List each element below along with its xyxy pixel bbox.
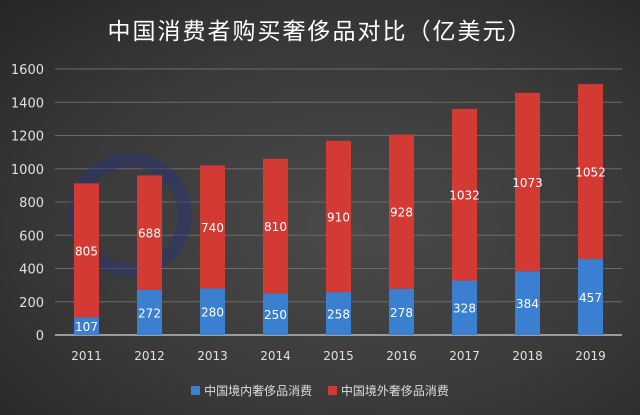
data-label: 1032 [449, 189, 480, 203]
x-tick-label: 2015 [323, 349, 354, 363]
legend-swatch-domestic [191, 386, 201, 395]
bar-overseas [389, 134, 414, 289]
data-label: 740 [201, 221, 224, 235]
legend-label-domestic: 中国境内奢侈品消费 [204, 384, 313, 398]
data-label: 810 [264, 220, 287, 234]
x-tick-label: 2012 [134, 349, 165, 363]
bar-overseas [326, 140, 351, 293]
y-tick-label: 1000 [11, 163, 44, 178]
data-label: 272 [138, 306, 161, 320]
y-tick-label: 400 [19, 263, 44, 278]
data-label: 250 [264, 308, 287, 322]
bar-domestic [578, 259, 603, 335]
bar-overseas [200, 165, 225, 289]
y-tick-label: 0 [36, 329, 44, 344]
y-tick-label: 1200 [11, 130, 44, 145]
data-label: 910 [327, 210, 350, 224]
x-tick-label: 2014 [260, 349, 291, 363]
x-tick-label: 2011 [71, 349, 102, 363]
bar-domestic [137, 289, 162, 335]
bar-overseas [137, 175, 162, 290]
x-tick-label: 2018 [512, 349, 543, 363]
bar-overseas [263, 158, 288, 294]
legend-swatch-overseas [327, 386, 337, 395]
bar-domestic [389, 288, 414, 335]
data-label: 805 [75, 244, 98, 258]
data-label: 328 [453, 302, 476, 316]
data-label: 457 [579, 291, 602, 305]
legend-item-overseas: 中国境外奢侈品消费 [327, 382, 449, 399]
legend: 中国境内奢侈品消费 中国境外奢侈品消费 [0, 382, 640, 399]
y-tick-label: 1400 [11, 96, 44, 111]
data-label: 688 [138, 227, 161, 241]
bar-domestic [515, 271, 540, 335]
x-tick-label: 2016 [386, 349, 417, 363]
data-label: 1073 [512, 176, 543, 190]
bar-overseas [74, 183, 99, 318]
y-tick-label: 600 [19, 229, 44, 244]
bar-overseas [578, 84, 603, 260]
data-label: 928 [390, 206, 413, 220]
data-label: 1052 [575, 166, 606, 180]
legend-label-overseas: 中国境外奢侈品消费 [340, 384, 449, 398]
bar-domestic [200, 288, 225, 335]
legend-item-domestic: 中国境内奢侈品消费 [191, 382, 312, 399]
bar-domestic [326, 292, 351, 335]
x-tick-label: 2019 [575, 349, 606, 363]
bar-domestic [263, 293, 288, 335]
bar-domestic [74, 317, 99, 335]
data-label: 258 [327, 308, 350, 322]
data-label: 107 [75, 320, 98, 334]
data-label: 278 [390, 306, 413, 320]
data-label: 384 [516, 297, 539, 311]
x-tick-label: 2013 [197, 349, 228, 363]
x-tick-label: 2017 [449, 349, 480, 363]
y-tick-label: 800 [19, 196, 44, 211]
y-tick-label: 200 [19, 296, 44, 311]
bar-domestic [452, 280, 477, 335]
data-label: 280 [201, 306, 224, 320]
chart-title: 中国消费者购买奢侈品对比（亿美元） [107, 19, 533, 45]
bar-overseas [515, 92, 540, 272]
y-tick-label: 1600 [11, 63, 44, 78]
bar-overseas [452, 108, 477, 281]
